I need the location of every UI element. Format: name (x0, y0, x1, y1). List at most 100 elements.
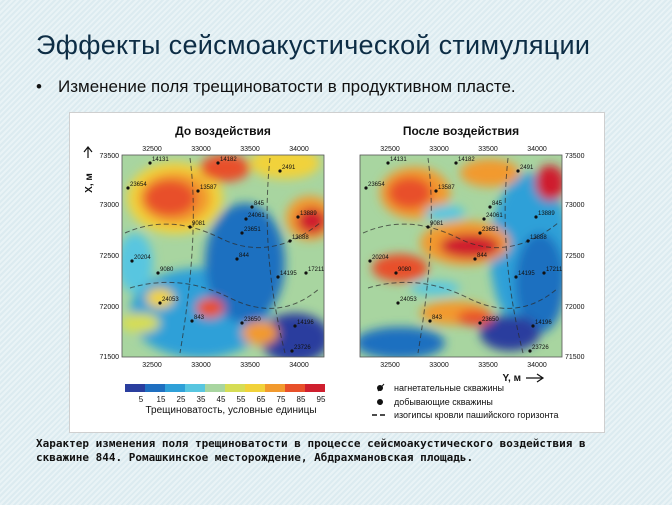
left-side-tick: 72500 (100, 253, 120, 260)
colorbar-tick: 45 (217, 395, 226, 404)
well-label: 13889 (538, 211, 555, 217)
well-label: 845 (492, 201, 503, 207)
well-label: 24053 (400, 297, 417, 303)
bullet-item: • Изменение поля трещиноватости в продукт… (36, 77, 516, 97)
axis-x-arrow-icon (83, 146, 93, 158)
colorbar-swatch (145, 384, 165, 392)
well-marker-icon (454, 161, 458, 165)
legend-isohypse-label: изогипсы кровли пашийского горизонта (394, 410, 558, 420)
well-marker-icon (386, 161, 390, 165)
well-marker-icon (190, 319, 194, 323)
colorbar-swatch (125, 384, 145, 392)
well-label: 14195 (280, 271, 297, 277)
well-label: 23651 (482, 227, 499, 233)
well-marker-icon (188, 225, 192, 229)
well-label: 14195 (518, 271, 535, 277)
well-marker-icon (276, 275, 280, 279)
well-marker-icon (478, 321, 482, 325)
well-marker-icon (428, 319, 432, 323)
well-label: 23650 (244, 317, 261, 323)
well-label: 14131 (390, 157, 407, 163)
left-map-title: До воздействия (175, 124, 271, 138)
right-top-tick: 33000 (429, 146, 449, 153)
well-marker-icon (528, 349, 532, 353)
legend-production-item: добывающие скважины (377, 397, 493, 407)
legend: нагнетательные скважины добывающие скваж… (372, 383, 558, 420)
colorbar-swatch (305, 384, 325, 392)
left-top-tick: 32500 (142, 146, 162, 153)
left-top-tick: 34000 (289, 146, 309, 153)
well-label: 23650 (482, 317, 499, 323)
left-side-tick: 72000 (100, 304, 120, 311)
colorbar-swatch (265, 384, 285, 392)
well-marker-icon (126, 186, 130, 190)
colorbar-tick: 75 (277, 395, 286, 404)
well-label: 20204 (134, 255, 151, 261)
well-marker-icon (296, 215, 300, 219)
well-label: 13587 (200, 185, 217, 191)
well-label: 845 (254, 201, 265, 207)
colorbar-swatch (165, 384, 185, 392)
well-marker-icon (531, 324, 535, 328)
left-side-tick: 73000 (100, 202, 120, 209)
well-marker-icon (304, 271, 308, 275)
right-side-tick: 73000 (565, 202, 585, 209)
right-top-tick: 32500 (380, 146, 400, 153)
well-marker-icon (148, 161, 152, 165)
well-marker-icon (158, 301, 162, 305)
right-bottom-tick: 33000 (429, 362, 449, 369)
well-marker-icon (394, 271, 398, 275)
right-top-tick: 34000 (527, 146, 547, 153)
well-marker-icon (473, 257, 477, 261)
left-bottom-tick: 33500 (240, 362, 260, 369)
well-label: 23654 (130, 182, 147, 188)
well-marker-icon (235, 257, 239, 261)
right-side-tick: 72000 (565, 304, 585, 311)
right-bottom-tick: 33500 (478, 362, 498, 369)
axis-y-label: Y, м (502, 373, 521, 384)
well-marker-icon (514, 275, 518, 279)
legend-isohypse-item: изогипсы кровли пашийского горизонта (372, 410, 558, 420)
well-marker-icon (196, 189, 200, 193)
figure-caption: Характер изменения поля трещиноватости в… (36, 437, 646, 465)
well-marker-icon (216, 161, 220, 165)
well-label: 14182 (458, 157, 475, 163)
colorbar-tick: 15 (157, 395, 166, 404)
well-marker-icon (434, 189, 438, 193)
well-label: 24061 (486, 213, 503, 219)
colorbar-tick: 35 (197, 395, 206, 404)
right-side-tick: 73500 (565, 153, 585, 160)
well-marker-icon (526, 239, 530, 243)
well-marker-icon (516, 169, 520, 173)
caption-line-2: скважине 844. Ромашкинское месторождение… (36, 451, 474, 464)
well-marker-icon (488, 205, 492, 209)
well-marker-icon (542, 271, 546, 275)
well-marker-icon (290, 349, 294, 353)
left-top-tick: 33000 (191, 146, 211, 153)
colorbar-swatch (285, 384, 305, 392)
right-side-tick: 71500 (565, 354, 585, 361)
well-label: 14182 (220, 157, 237, 163)
left-bottom-tick: 34000 (289, 362, 309, 369)
well-marker-icon (288, 239, 292, 243)
well-label: 2491 (520, 165, 534, 171)
well-marker-icon (278, 169, 282, 173)
well-label: 13888 (530, 235, 547, 241)
well-marker-icon (478, 231, 482, 235)
colorbar-tick: 5 (139, 395, 144, 404)
well-label: 23726 (532, 345, 549, 351)
well-marker-icon (293, 324, 297, 328)
well-label: 23651 (244, 227, 261, 233)
right-bottom-tick: 34000 (527, 362, 547, 369)
colorbar-tick: 85 (297, 395, 306, 404)
left-side-tick: 71500 (100, 354, 120, 361)
legend-injection-label: нагнетательные скважины (394, 383, 504, 393)
production-well-icon (377, 399, 383, 405)
well-marker-icon (156, 271, 160, 275)
axis-x-label: X, м (84, 173, 95, 193)
left-side-tick: 73500 (100, 153, 120, 160)
well-label: 13889 (300, 211, 317, 217)
well-label: 843 (194, 315, 205, 321)
left-well-labels: 14131 14182 2491 23654 13587 845 24061 13889 908… (126, 157, 325, 353)
well-label: 844 (477, 253, 488, 259)
